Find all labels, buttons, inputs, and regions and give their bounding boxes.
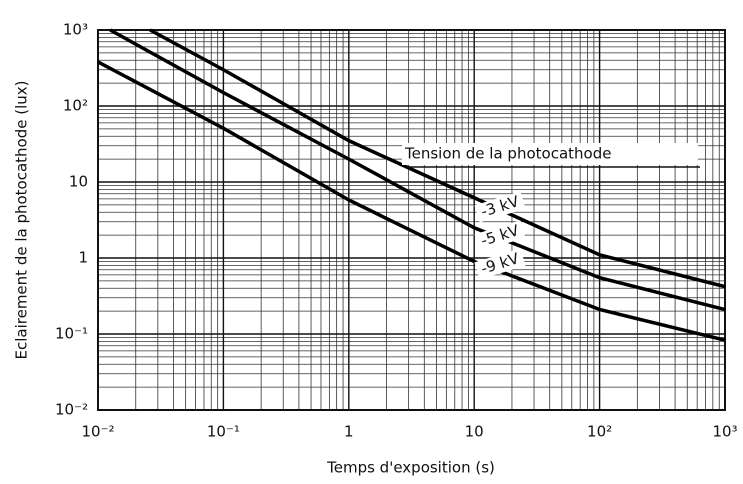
x-tick-label: 10⁻² (81, 423, 114, 441)
y-tick-label: 10 (69, 173, 88, 191)
y-tick-label: 1 (78, 249, 88, 267)
annotation-bg (402, 143, 698, 165)
series-label-bg (474, 191, 526, 223)
x-tick-label: 1 (344, 423, 354, 441)
grid (97, 29, 726, 411)
x-tick-label: 10³ (712, 423, 737, 441)
series-line (149, 28, 726, 289)
y-axis-label: Eclairement de la photocathode (lux) (13, 80, 31, 359)
y-tick-label: 10⁻² (55, 401, 88, 419)
series-line (97, 60, 726, 342)
plot-frame (97, 29, 726, 411)
series-line (109, 28, 726, 312)
y-tick-label: 10⁻¹ (55, 325, 88, 343)
series-label-bg (474, 248, 526, 280)
y-tick-label: 10³ (63, 21, 88, 39)
annotation: Tension de la photocathode (404, 145, 611, 163)
x-tick-label: 10 (465, 423, 484, 441)
y-tick-label: 10² (63, 97, 88, 115)
series-label-bg (474, 220, 526, 252)
x-axis-label: Temps d'exposition (s) (326, 459, 495, 477)
x-tick-label: 10² (587, 423, 612, 441)
x-tick-label: 10⁻¹ (207, 423, 240, 441)
